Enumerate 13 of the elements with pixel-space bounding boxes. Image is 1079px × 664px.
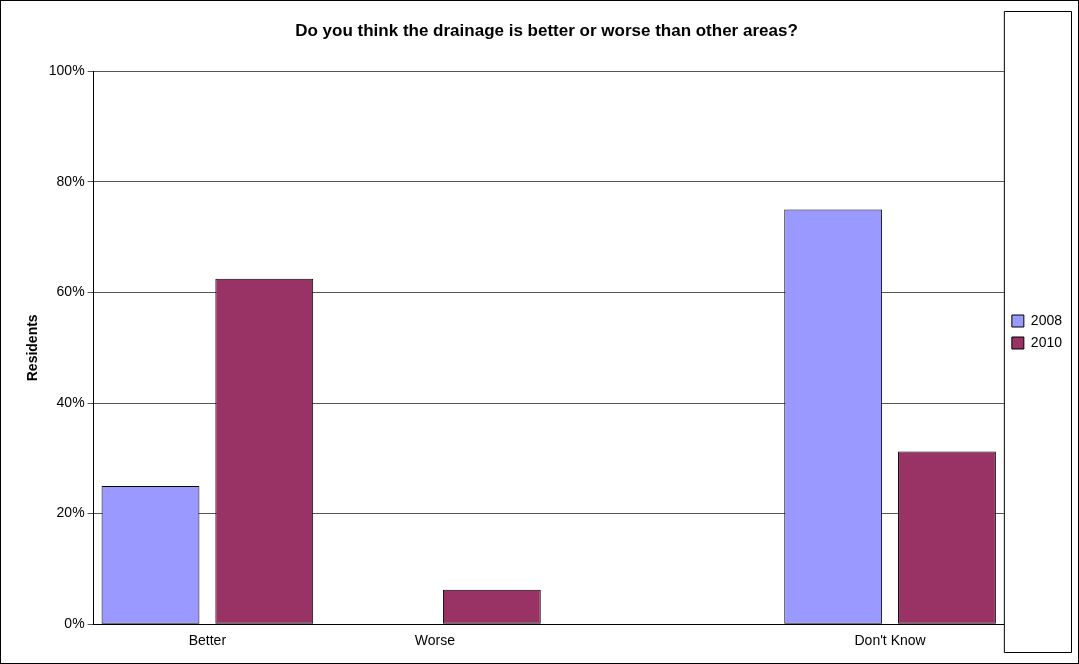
y-axis-title: Residents — [24, 314, 41, 382]
y-tick-label: 0% — [64, 615, 85, 632]
y-tick-label: 100% — [48, 62, 85, 79]
y-tick-label: 80% — [56, 172, 85, 189]
y-tick-label: 60% — [56, 283, 85, 300]
chart-title: Do you think the drainage is better or worse than other areas? — [295, 20, 798, 40]
legend-label: 2010 — [1030, 333, 1063, 350]
legend-label: 2008 — [1030, 311, 1063, 328]
x-tick-label: Better — [188, 632, 227, 649]
y-tick-label: 40% — [56, 393, 85, 410]
x-tick-label: Don't Know — [854, 632, 927, 649]
x-tick-label: Worse — [414, 632, 456, 649]
y-tick-label: 20% — [56, 504, 85, 521]
